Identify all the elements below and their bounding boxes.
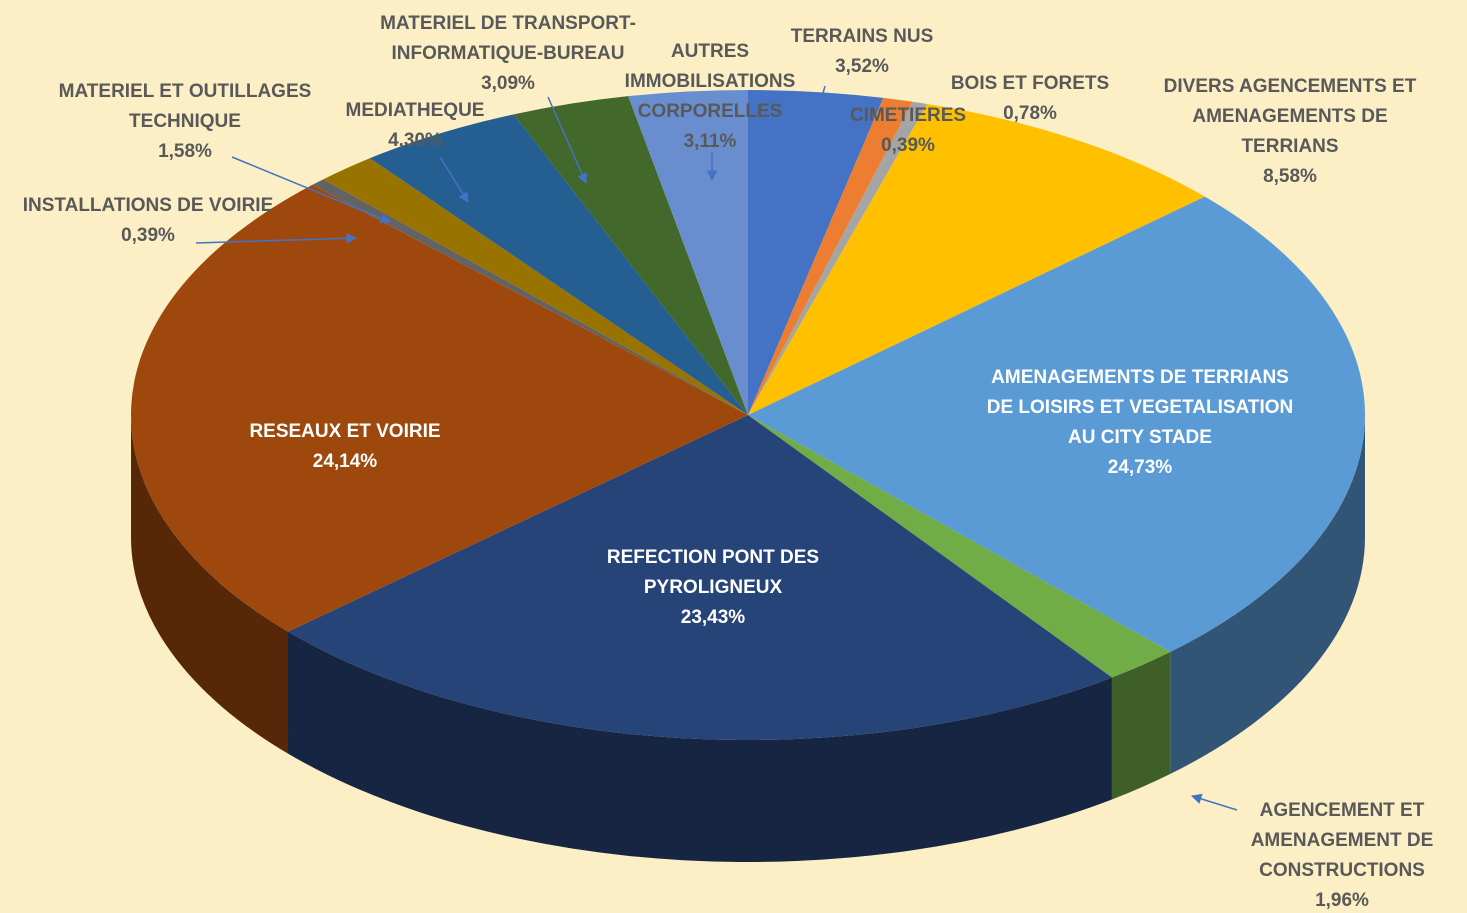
pie-slice [369, 114, 748, 415]
category-label: BOIS ET FORETS [950, 73, 1110, 94]
data-label: MATERIEL ET OUTILLAGES TECHNIQUE 1,58% [35, 77, 335, 167]
data-label: DIVERS AGENCEMENTS ET AMENAGEMENTS DE TE… [1145, 72, 1435, 192]
category-label: MEDIATHEQUE [345, 100, 485, 121]
category-label: INSTALLATIONS DE VOIRIE [22, 195, 274, 216]
data-label: INSTALLATIONS DE VOIRIE 0,39% [0, 191, 303, 251]
category-label: AUTRES IMMOBILISATIONS CORPORELLES [624, 41, 796, 122]
leader-line [231, 156, 391, 224]
value-label: 3,52% [835, 56, 889, 77]
category-label: TERRAINS NUS [790, 26, 934, 47]
leader-line [797, 85, 826, 178]
category-label: RESEAUX ET VOIRIE [249, 421, 441, 442]
value-label: 24,73% [1107, 457, 1173, 478]
category-label: MATERIEL DE TRANSPORT-INFORMATIQUE-BUREA… [380, 13, 636, 64]
value-label: 23,43% [680, 607, 746, 628]
pie-slice [748, 101, 928, 416]
category-label: REFECTION PONT DES PYROLIGNEUX [606, 547, 820, 598]
leader-line [547, 96, 587, 184]
pie-side [288, 631, 1112, 862]
value-label: 8,58% [1263, 166, 1317, 187]
pie-slice [748, 90, 884, 415]
value-label: 3,11% [683, 131, 737, 152]
data-label: BOIS ET FORETS 0,78% [930, 69, 1130, 129]
pie-slice [131, 184, 748, 632]
data-label: MATERIEL DE TRANSPORT-INFORMATIQUE-BUREA… [348, 9, 668, 99]
pie-slice [312, 179, 748, 415]
pie-side [131, 415, 289, 754]
pie-slice [748, 104, 1205, 415]
data-label: AGENCEMENT ET AMENAGEMENT DE CONSTRUCTIO… [1227, 796, 1457, 913]
value-label: 1,58% [158, 141, 212, 162]
pie-slice [323, 158, 748, 415]
pie-slice [513, 96, 748, 415]
data-label: RESEAUX ET VOIRIE 24,14% [220, 417, 470, 477]
pie-side [1170, 415, 1365, 774]
value-label: 4,30% [388, 130, 442, 151]
pie-slice [288, 415, 1112, 740]
value-label: 3,09% [481, 73, 535, 94]
category-label: AGENCEMENT ET AMENAGEMENT DE CONSTRUCTIO… [1250, 800, 1434, 881]
value-label: 24,14% [312, 451, 378, 472]
pie-slice [748, 196, 1366, 652]
category-label: AMENAGEMENTS DE TERRIANS DE LOISIRS ET V… [986, 367, 1294, 448]
value-label: 0,39% [881, 135, 935, 156]
category-label: MATERIEL ET OUTILLAGES TECHNIQUE [58, 81, 312, 132]
leader-line [1190, 793, 1238, 811]
data-label: MEDIATHEQUE 4,30% [315, 96, 515, 156]
pie-slice [748, 97, 913, 416]
pie-slice [628, 90, 748, 415]
leader-line [195, 233, 358, 244]
value-label: 0,78% [1003, 103, 1057, 124]
leader-line [439, 156, 469, 203]
data-label: AMENAGEMENTS DE TERRIANS DE LOISIRS ET V… [985, 363, 1295, 483]
data-label: REFECTION PONT DES PYROLIGNEUX 23,43% [583, 543, 843, 633]
pie-side [1111, 651, 1171, 800]
data-label: TERRAINS NUS 3,52% [762, 22, 962, 82]
category-label: CIMETIERES [849, 105, 967, 126]
data-label: CIMETIERES 0,39% [828, 101, 988, 161]
category-label: DIVERS AGENCEMENTS ET AMENAGEMENTS DE TE… [1163, 76, 1417, 157]
pie-slice [748, 415, 1171, 678]
data-label: AUTRES IMMOBILISATIONS CORPORELLES 3,11% [600, 37, 820, 157]
value-label: 1,96% [1315, 890, 1369, 911]
value-label: 0,39% [121, 225, 175, 246]
